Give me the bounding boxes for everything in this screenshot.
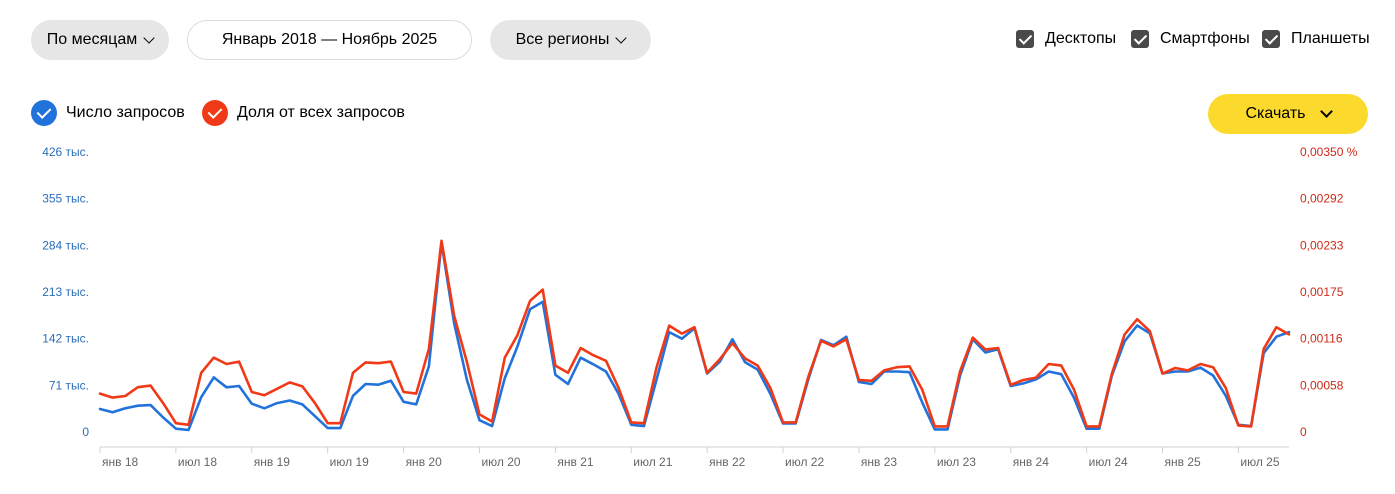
download-button-label: Скачать (1245, 105, 1306, 122)
x-tick-label: июл 23 (937, 455, 976, 469)
y-left-tick-label: 71 тыс. (49, 378, 89, 392)
y-left-tick-label: 355 тыс. (42, 192, 89, 206)
y-left-tick-label: 426 тыс. (42, 145, 89, 159)
y-right-tick-label: 0 (1300, 425, 1307, 439)
y-left-tick-label: 0 (82, 425, 89, 439)
legend-share-label: Доля от всех запросов (237, 104, 405, 121)
x-tick-label: июл 19 (330, 455, 369, 469)
x-tick-label: янв 23 (861, 455, 898, 469)
series-line-share (98, 239, 1291, 428)
x-tick-label: янв 18 (102, 455, 139, 469)
x-tick-label: янв 21 (557, 455, 594, 469)
device-desktop-checkbox[interactable]: Десктопы (1016, 30, 1116, 48)
legend-share-toggle[interactable]: Доля от всех запросов (202, 100, 405, 126)
checkbox-checked-icon (1016, 30, 1034, 48)
x-tick-label: янв 24 (1013, 455, 1050, 469)
series-line-count (98, 241, 1291, 432)
device-smartphone-checkbox[interactable]: Смартфоны (1131, 30, 1250, 48)
check-circle-icon (31, 100, 57, 126)
region-select-label: Все регионы (515, 31, 610, 48)
y-right-tick-label: 0,00058 (1300, 378, 1344, 392)
device-smartphone-label: Смартфоны (1160, 30, 1250, 47)
period-select[interactable]: По месяцам (31, 20, 169, 60)
legend-count-label: Число запросов (66, 104, 185, 121)
x-tick-label: июл 25 (1240, 455, 1279, 469)
x-tick-label: июл 21 (633, 455, 672, 469)
x-tick-label: июл 24 (1089, 455, 1128, 469)
y-right-tick-label: 0,00175 (1300, 285, 1344, 299)
device-tablet-label: Планшеты (1291, 30, 1370, 47)
y-right-tick-label: 0,00350 % (1300, 145, 1358, 159)
region-select[interactable]: Все регионы (490, 20, 651, 60)
y-left-tick-label: 213 тыс. (42, 285, 89, 299)
date-range-picker[interactable]: Январь 2018 — Ноябрь 2025 (187, 20, 472, 60)
date-range-label: Январь 2018 — Ноябрь 2025 (221, 31, 438, 48)
checkbox-checked-icon (1131, 30, 1149, 48)
x-tick-label: янв 25 (1165, 455, 1202, 469)
y-right-tick-label: 0,00233 (1300, 238, 1344, 252)
check-circle-icon (202, 100, 228, 126)
device-desktop-label: Десктопы (1045, 30, 1117, 47)
download-button[interactable]: Скачать (1208, 94, 1368, 134)
period-select-label: По месяцам (46, 31, 138, 48)
y-right-tick-label: 0,00116 (1300, 332, 1343, 346)
x-tick-label: янв 19 (254, 455, 291, 469)
x-tick-label: июл 18 (178, 455, 217, 469)
y-left-tick-label: 142 тыс. (42, 332, 89, 346)
legend-count-toggle[interactable]: Число запросов (31, 100, 185, 126)
x-tick-label: июл 22 (785, 455, 824, 469)
y-right-tick-label: 0,00292 (1300, 192, 1344, 206)
checkbox-checked-icon (1262, 30, 1280, 48)
y-left-tick-label: 284 тыс. (42, 238, 89, 252)
x-tick-label: июл 20 (481, 455, 520, 469)
device-tablet-checkbox[interactable]: Планшеты (1262, 30, 1370, 48)
x-tick-label: янв 20 (406, 455, 443, 469)
x-tick-label: янв 22 (709, 455, 746, 469)
